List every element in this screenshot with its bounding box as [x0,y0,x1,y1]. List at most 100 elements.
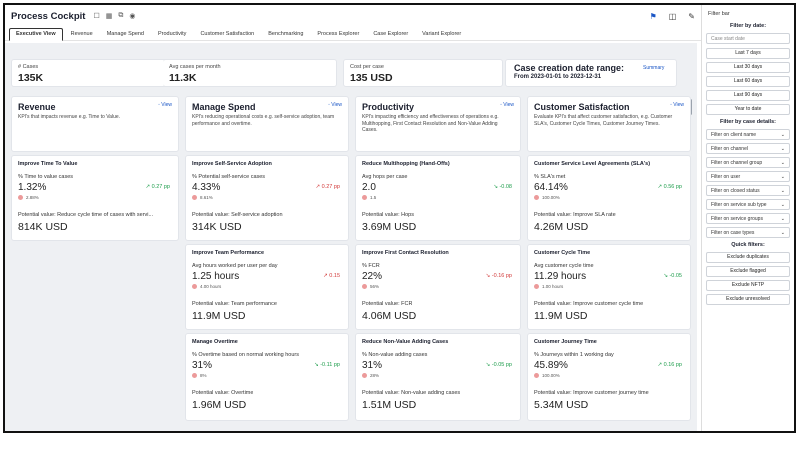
tab-customer-satisfaction[interactable]: Customer Satisfaction [200,31,255,37]
metric-title: Improve Time To Value [18,161,78,167]
potential-value-label: Potential value: Hops [362,212,414,218]
metric-target: 1.00 hours [534,284,563,289]
view-link[interactable]: ◦ View [500,102,514,108]
exclude-duplicates-button[interactable]: Exclude duplicates [706,252,790,263]
category-title: Revenue [18,102,56,112]
page-title: Process Cockpit [11,10,86,22]
main-area: Process Cockpit ☐ ▦ ⧉ ◉ ⚑ ◫ ✎ Executive … [5,5,701,431]
exclude-unresolved-button[interactable]: Exclude unresolved [706,294,790,305]
bookmark-icon[interactable]: ☐ [93,13,100,20]
comment-flag-icon[interactable]: ⚑ [649,11,657,21]
potential-value: 1.51M USD [362,399,417,411]
kpi-value: 135K [18,72,44,84]
exclude-nftp-button[interactable]: Exclude NFTP [706,280,790,291]
case-types-select[interactable]: Filter on case types ⌄ [706,227,790,238]
metric-card-journey-time[interactable]: Customer Journey Time % Journeys within … [527,333,691,421]
potential-value: 314K USD [192,221,242,233]
summary-link[interactable]: Summary [643,65,665,71]
target-dot-icon [534,373,539,378]
metric-target: 8.61% [192,195,213,200]
tab-manage-spend[interactable]: Manage Spend [106,31,144,37]
potential-value-label: Potential value: Improve customer cycle … [534,301,644,307]
potential-value-label: Potential value: Self-service adoption [192,212,283,218]
year-to-date-button[interactable]: Year to date [706,104,790,115]
category-card-revenue: Revenue ◦ View KPI's that impacts revenu… [11,96,179,152]
user-select[interactable]: Filter on user ⌄ [706,171,790,182]
potential-value: 4.26M USD [534,221,589,233]
category-description: KPI's that impacts revenue e.g. Time to … [18,114,121,120]
last-60-days-button[interactable]: Last 60 days [706,76,790,87]
top-bar: Process Cockpit ☐ ▦ ⧉ ◉ ⚑ ◫ ✎ [5,5,701,27]
target-dot-icon [534,195,539,200]
metric-card-team-performance[interactable]: Improve Team Performance Avg hours worke… [185,244,349,330]
exclude-flagged-button[interactable]: Exclude flagged [706,266,790,277]
edit-icon[interactable]: ✎ [688,11,695,21]
metric-card-multihopping[interactable]: Reduce Multihopping (Hand-Offs) Avg hops… [355,155,521,241]
filter-details-heading: Filter by case details: [720,119,776,125]
grid-icon[interactable]: ▦ [105,13,113,20]
metric-label: % Non-value adding cases [362,352,428,358]
metric-card-overtime[interactable]: Manage Overtime % Overtime based on norm… [185,333,349,421]
channel-select[interactable]: Filter on channel ⌄ [706,143,790,154]
target-dot-icon [192,284,197,289]
tab-revenue[interactable]: Revenue [70,31,93,37]
tab-case-explorer[interactable]: Case Explorer [373,31,409,37]
kpi-label: Avg cases per month [169,64,221,70]
metric-value: 2.0 [362,182,376,193]
potential-value: 11.9M USD [192,310,246,322]
metric-trend: ↗ 0.27 pp [315,184,341,190]
closed-status-select[interactable]: Filter on closed status ⌄ [706,185,790,196]
metric-card-fcr[interactable]: Improve First Contact Resolution % FCR 2… [355,244,521,330]
metric-card-cycle-time[interactable]: Customer Cycle Time Avg customer cycle t… [527,244,691,330]
copy-icon[interactable]: ⧉ [118,12,124,19]
metric-target: 4.00 hours [192,284,221,289]
kpi-value: 135 USD [350,72,393,84]
metric-target: 100.00% [534,195,560,200]
view-link[interactable]: ◦ View [670,102,684,108]
tab-benchmarking[interactable]: Benchmarking [268,31,304,37]
metric-label: Avg hops per case [362,174,408,180]
service-groups-select[interactable]: Filter on service groups ⌄ [706,213,790,224]
metric-trend: ↗ 0.27 pp [145,184,171,190]
metric-trend: ↘ -0.05 [663,273,682,279]
case-start-date-input[interactable]: Case start date [706,33,790,44]
metric-trend: ↘ -0.08 [493,184,512,190]
metric-target: 28% [362,373,379,378]
potential-value-label: Potential value: Overtime [192,390,254,396]
client-name-select[interactable]: Filter on client name ⌄ [706,129,790,140]
metric-title: Improve First Contact Resolution [362,250,449,256]
channel-group-select[interactable]: Filter on channel group ⌄ [706,157,790,168]
tab-productivity[interactable]: Productivity [158,31,187,37]
potential-value: 5.34M USD [534,399,589,411]
filter-date-heading: Filter by date: [729,23,767,29]
dashboard-canvas: # Cases 135K Avg cases per month 11.3K C… [5,43,697,431]
tab-variant-explorer[interactable]: Variant Explorer [422,31,462,37]
metric-card-time-to-value[interactable]: Improve Time To Value % Time to value ca… [11,155,179,241]
metric-target: 56% [362,284,379,289]
chevron-down-icon: ⌄ [780,187,785,194]
metric-card-sla[interactable]: Customer Service Level Agreements (SLA's… [527,155,691,241]
category-description: Evaluate KPI's that affect customer sati… [534,114,673,127]
potential-value-label: Potential value: Reduce cycle time of ca… [18,212,154,218]
potential-value-label: Potential value: Team performance [192,301,277,307]
last-30-days-button[interactable]: Last 30 days [706,62,790,73]
view-link[interactable]: ◦ View [328,102,342,108]
category-card-productivity: Productivity ◦ View KPI's impacting effi… [355,96,521,152]
last-90-days-button[interactable]: Last 90 days [706,90,790,101]
potential-value: 1.96M USD [192,399,247,411]
category-title: Manage Spend [192,102,256,112]
tab-executive-view[interactable]: Executive View [9,28,63,41]
panel-icon[interactable]: ◫ [668,11,677,21]
date-range-title: Case creation date range: [514,63,625,73]
tab-process-explorer[interactable]: Process Explorer [317,31,360,37]
view-link[interactable]: ◦ View [158,102,172,108]
metric-card-non-value-adding[interactable]: Reduce Non-Value Adding Cases % Non-valu… [355,333,521,421]
metric-title: Reduce Non-Value Adding Cases [362,339,449,345]
pin-icon[interactable]: ◉ [129,13,136,20]
service-sub-type-select[interactable]: Filter on service sub type ⌄ [706,199,790,210]
last-7-days-button[interactable]: Last 7 days [706,48,790,59]
metric-card-self-service[interactable]: Improve Self-Service Adoption % Potentia… [185,155,349,241]
target-dot-icon [362,373,367,378]
date-range-card: Case creation date range: From 2023-01-0… [505,59,677,87]
metric-target: 1.5 [362,195,376,200]
